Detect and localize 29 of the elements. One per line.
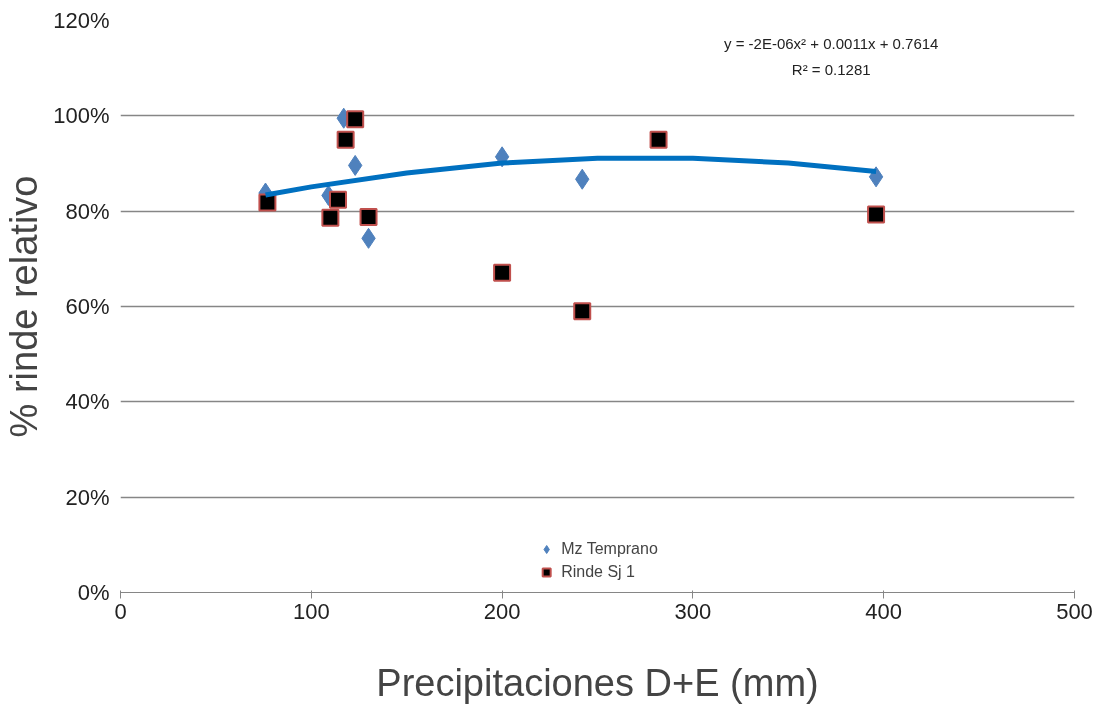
point (336, 130, 355, 149)
y-tick-label: 20% (65, 484, 110, 510)
x-tick-label: 300 (674, 598, 712, 624)
point (493, 263, 512, 282)
x-tick-label: 200 (483, 598, 521, 624)
y-tick-label: 60% (65, 294, 110, 319)
x-tick-label: 100 (292, 598, 330, 624)
point (573, 302, 592, 321)
legend-label: Mz Temprano (561, 540, 658, 558)
point (321, 208, 340, 227)
annotation: R² = 0.1281 (791, 60, 871, 78)
annotation: y = -2E-06x² + 0.0011x + 0.7614 (724, 34, 939, 52)
y-tick-label: 40% (65, 389, 110, 415)
y-axis-title: % rinde relativo (3, 175, 46, 438)
legend-label: Rinde Sj 1 (561, 563, 636, 581)
y-tick-label: 120% (53, 8, 110, 33)
y-tick-label: 80% (65, 198, 110, 224)
x-tick-label: 0 (114, 598, 127, 624)
x-axis-title: Precipitaciones D+E (mm) (376, 661, 819, 704)
x-tick-label: 500 (1056, 598, 1093, 624)
point (258, 193, 277, 212)
y-tick-label: 0% (77, 580, 110, 605)
point (867, 205, 886, 224)
point (346, 110, 365, 129)
x-tick-label: 400 (865, 598, 903, 624)
point (329, 190, 348, 209)
point (359, 207, 378, 226)
point (649, 130, 668, 149)
y-tick-label: 100% (53, 103, 110, 129)
